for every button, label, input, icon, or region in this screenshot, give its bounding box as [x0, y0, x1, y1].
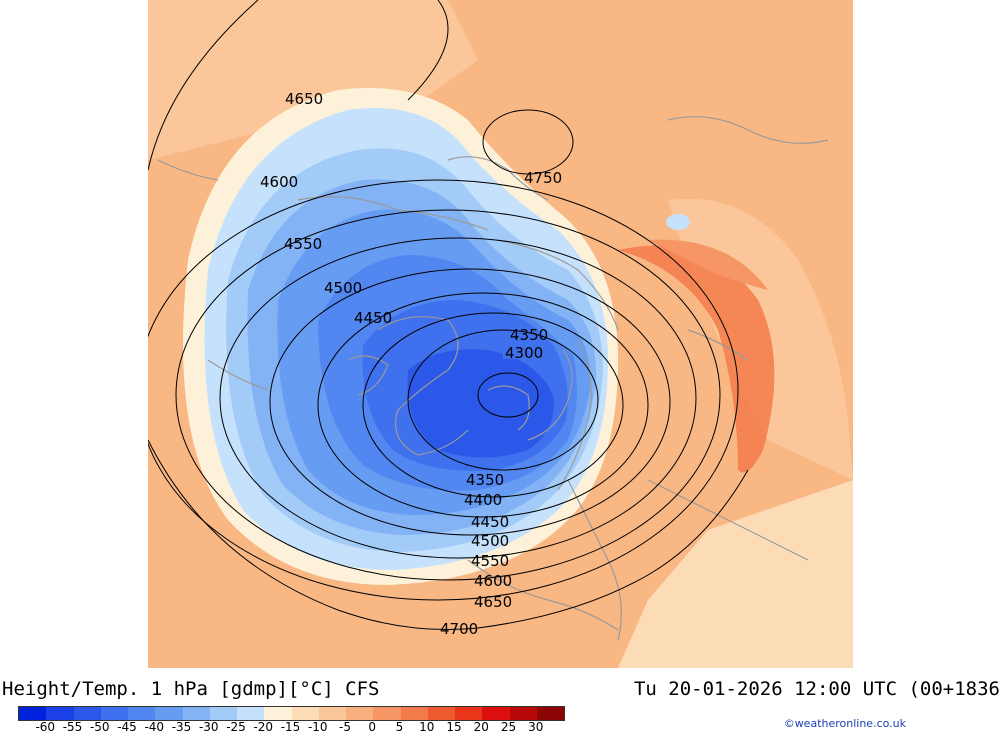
- label-4750: 4750: [524, 169, 562, 187]
- colorbar-tick-label: -60: [35, 720, 56, 734]
- colorbar-tick-label: -15: [280, 720, 301, 734]
- credit-text: ©weatheronline.co.uk: [783, 717, 906, 730]
- colorbar-tick-label: -10: [307, 720, 328, 734]
- label-4350-a: 4350: [510, 326, 548, 344]
- map-canvas: 4300 4350 4350 4400 4450 4450 4500 4500 …: [148, 0, 853, 668]
- colorbar-tick-label: 25: [500, 720, 517, 734]
- colorbar-swatch: [509, 707, 537, 720]
- colorbar-swatch: [100, 707, 128, 720]
- contour-4350: [407, 329, 599, 471]
- colorbar-ticks: -60 -55 -50 -45 -40 -35 -30 -25 -20 -15 -10 -5 0 5 10 1…: [18, 720, 563, 734]
- colorbar-tick-label: 15: [446, 720, 462, 734]
- colorbar-swatch: [536, 707, 564, 720]
- colorbar-swatch: [400, 707, 428, 720]
- colorbar-tick-label: 0: [368, 720, 377, 734]
- colorbar-tick-label: -45: [117, 720, 137, 734]
- colorbar-swatch: [427, 707, 455, 720]
- contour-4300: [477, 372, 539, 418]
- colorbar-swatch: [455, 707, 483, 720]
- contour-labels: 4300 4350 4350 4400 4450 4450 4500 4500 …: [260, 90, 562, 638]
- contour-4600: [175, 209, 721, 581]
- warm-patch-nw: [148, 0, 478, 160]
- colorbar-swatch: [291, 707, 319, 720]
- label-4600-b: 4600: [474, 572, 512, 590]
- colorbar-tick-label: -35: [171, 720, 192, 734]
- colorbar-swatch: [373, 707, 401, 720]
- label-4500-a: 4500: [324, 279, 362, 297]
- colorbar-tick-label: 10: [419, 720, 435, 734]
- colorbar-tick-label: -30: [198, 720, 219, 734]
- colorbar-tick-label: -40: [144, 720, 165, 734]
- colorbar-tick-label: 20: [473, 720, 489, 734]
- colorbar-swatch: [264, 707, 292, 720]
- contour-outer-nw: [148, 0, 259, 171]
- label-4650-a: 4650: [285, 90, 323, 108]
- colorbar: [18, 706, 565, 721]
- warm-patch-se: [618, 480, 853, 668]
- map-title: Height/Temp. 1 hPa [gdmp][°C] CFS: [2, 678, 380, 700]
- colorbar-tick-label: 5: [395, 720, 404, 734]
- weather-map: 4300 4350 4350 4400 4450 4450 4500 4500 …: [148, 0, 853, 668]
- colorbar-swatch: [482, 707, 510, 720]
- label-4600-a: 4600: [260, 173, 298, 191]
- colorbar-tick-label: -25: [226, 720, 246, 734]
- colorbar-swatch: [128, 707, 156, 720]
- label-4500-b: 4500: [471, 532, 509, 550]
- contour-4750: [482, 109, 574, 175]
- colorbar-swatch: [73, 707, 101, 720]
- colorbar-swatch: [318, 707, 346, 720]
- colorbar-swatch: [346, 707, 374, 720]
- colorbar-tick-label: 30: [528, 720, 544, 734]
- label-4300: 4300: [505, 344, 543, 362]
- label-bg-4300: [503, 343, 548, 359]
- colorbar-swatch: [46, 707, 74, 720]
- contour-4700: [148, 439, 749, 630]
- cold-spot-ne: [666, 214, 690, 230]
- label-4550-b: 4550: [471, 552, 509, 570]
- contour-outer-n: [407, 0, 449, 101]
- label-4400: 4400: [464, 491, 502, 509]
- colorbar-swatch: [209, 707, 237, 720]
- warm-band-edge: [648, 239, 768, 290]
- label-4450-a: 4450: [354, 309, 392, 327]
- colorbar-swatch: [19, 707, 47, 720]
- valid-time: Tu 20-01-2026 12:00 UTC (00+1836: [633, 678, 1000, 700]
- label-4550-a: 4550: [284, 235, 322, 253]
- height-contours: [148, 0, 749, 630]
- contour-4500: [269, 268, 671, 536]
- label-4650-b: 4650: [474, 593, 512, 611]
- contour-4400: [362, 312, 624, 498]
- colorbar-swatch: [155, 707, 183, 720]
- label-4700: 4700: [440, 620, 478, 638]
- contour-4550: [219, 237, 697, 559]
- colorbar-swatch: [182, 707, 210, 720]
- label-4450-b: 4450: [471, 513, 509, 531]
- colorbar-tick-label: -5: [339, 720, 351, 734]
- label-4350-b: 4350: [466, 471, 504, 489]
- contour-4650: [148, 179, 739, 601]
- colorbar-tick-label: -20: [253, 720, 274, 734]
- colorbar-tick-label: -55: [62, 720, 83, 734]
- contour-4450: [317, 292, 649, 518]
- colorbar-swatch: [237, 707, 265, 720]
- colorbar-tick-label: -50: [89, 720, 110, 734]
- coastlines: [157, 116, 829, 641]
